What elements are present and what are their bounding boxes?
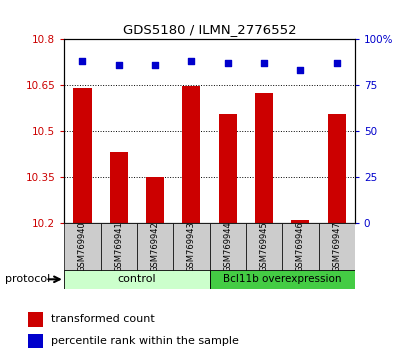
Point <box>152 62 159 68</box>
Point <box>115 62 122 68</box>
Text: GSM769944: GSM769944 <box>223 222 232 272</box>
Text: GSM769946: GSM769946 <box>296 222 305 272</box>
Bar <box>64 270 210 289</box>
Bar <box>100 223 137 271</box>
Bar <box>28 313 43 326</box>
Text: GSM769942: GSM769942 <box>151 222 160 272</box>
Point <box>225 60 231 66</box>
Point <box>297 67 304 73</box>
Text: GSM769947: GSM769947 <box>332 222 341 272</box>
Bar <box>291 220 310 354</box>
Bar <box>210 270 355 289</box>
Bar <box>173 223 210 271</box>
Bar <box>28 333 43 348</box>
Bar <box>182 86 200 354</box>
Point <box>188 58 195 64</box>
Text: GSM769940: GSM769940 <box>78 222 87 272</box>
Text: control: control <box>117 274 156 284</box>
Text: percentile rank within the sample: percentile rank within the sample <box>51 336 239 346</box>
Bar <box>319 223 355 271</box>
Text: protocol: protocol <box>5 274 51 284</box>
Bar <box>210 223 246 271</box>
Bar <box>137 223 173 271</box>
Title: GDS5180 / ILMN_2776552: GDS5180 / ILMN_2776552 <box>123 23 296 36</box>
Bar <box>255 93 273 354</box>
Text: Bcl11b overexpression: Bcl11b overexpression <box>223 274 342 284</box>
Point <box>333 60 340 66</box>
Bar <box>146 177 164 354</box>
Text: transformed count: transformed count <box>51 314 155 325</box>
Bar <box>64 223 101 271</box>
Point <box>261 60 267 66</box>
Bar <box>73 88 92 354</box>
Bar <box>327 114 346 354</box>
Bar <box>219 114 237 354</box>
Bar <box>110 153 128 354</box>
Bar <box>282 223 319 271</box>
Text: GSM769943: GSM769943 <box>187 222 196 272</box>
Point <box>79 58 86 64</box>
Text: GSM769945: GSM769945 <box>259 222 269 272</box>
Text: GSM769941: GSM769941 <box>114 222 123 272</box>
Bar <box>246 223 282 271</box>
